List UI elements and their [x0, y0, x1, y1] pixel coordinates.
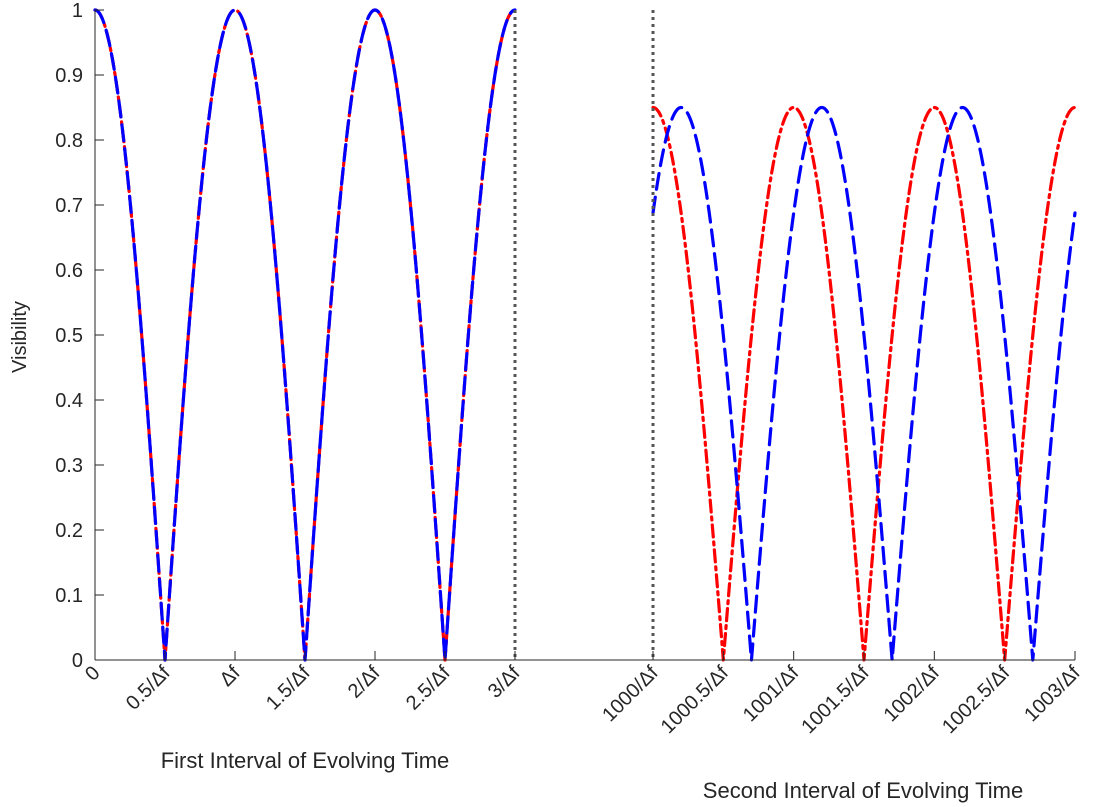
y-tick-label-7: 0.7 — [55, 195, 83, 217]
x-tick-label-1-0: 0 — [81, 662, 104, 685]
x-tick-label-2-3: 1001.5/Δf — [797, 662, 873, 738]
x-axis-label-second-interval: Second Interval of Evolving Time — [703, 778, 1023, 803]
y-tick-label-4: 0.4 — [55, 390, 83, 412]
y-tick-labels: 0 0.1 0.2 0.3 0.4 0.5 0.6 0.7 0.8 0.9 1 — [55, 0, 83, 672]
y-tick-label-8: 0.8 — [55, 130, 83, 152]
series-1-line-interval-2 — [651, 105, 1077, 662]
x-tick-label-1-4: 2/Δf — [344, 662, 385, 703]
x-tick-label-1-5: 2.5/Δf — [402, 662, 455, 715]
x-tick-label-2-6: 1003/Δf — [1020, 662, 1085, 727]
series-2-line-interval-2 — [651, 105, 1077, 662]
y-tick-label-10: 1 — [72, 0, 83, 22]
x-tick-label-2-2: 1001/Δf — [739, 662, 804, 727]
x-tick-label-1-6: 3/Δf — [484, 662, 525, 703]
x-tick-label-1-2: Δf — [216, 662, 245, 691]
y-tick-label-0: 0 — [72, 650, 83, 672]
series-2-line-interval-1 — [93, 8, 517, 662]
x-tick-label-2-0: 1000/Δf — [598, 662, 663, 727]
y-axis-label: Visibility — [9, 301, 31, 373]
series-layer — [93, 8, 1077, 662]
x-tick-label-2-4: 1002/Δf — [880, 662, 945, 727]
interval-boundaries — [513, 10, 655, 660]
x-tick-label-1-3: 1.5/Δf — [262, 662, 315, 715]
x-tick-label-2-1: 1000.5/Δf — [657, 662, 733, 738]
y-tick-label-2: 0.2 — [55, 520, 83, 542]
x-tick-label-2-5: 1002.5/Δf — [938, 662, 1014, 738]
y-tick-label-1: 0.1 — [55, 585, 83, 607]
y-tick-label-3: 0.3 — [55, 455, 83, 477]
y-tick-label-9: 0.9 — [55, 65, 83, 87]
y-tick-label-6: 0.6 — [55, 260, 83, 282]
axes — [94, 9, 1076, 661]
x-tick-labels: 0 0.5/Δf Δf 1.5/Δf 2/Δf 2.5/Δf 3/Δf 1000/Δf1000… — [81, 662, 1085, 738]
y-tick-label-5: 0.5 — [55, 325, 83, 347]
x-tick-label-1-1: 0.5/Δf — [122, 662, 175, 715]
x-axis-label-first-interval: First Interval of Evolving Time — [161, 748, 450, 773]
